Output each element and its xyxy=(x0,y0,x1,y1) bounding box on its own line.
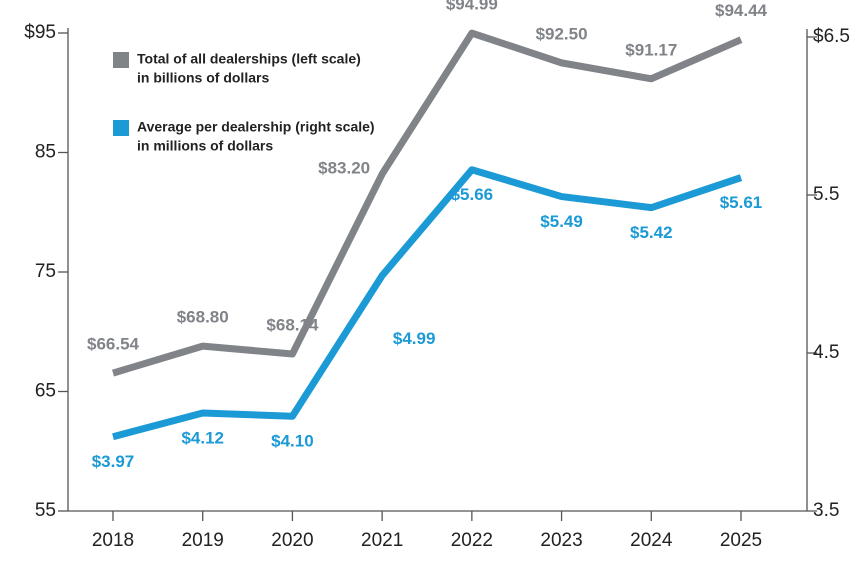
y-tick-label: 65 xyxy=(35,381,56,402)
y2-tick-label: 5.5 xyxy=(813,184,839,205)
value-label: $4.10 xyxy=(271,432,314,451)
y2-tick-label: $6.5 xyxy=(813,26,850,47)
x-tick-label: 2024 xyxy=(630,530,673,551)
legend-label: Total of all dealerships (left scale) xyxy=(137,51,361,67)
y2-tick-label: 3.5 xyxy=(813,500,839,521)
value-label: $66.54 xyxy=(87,335,140,354)
x-tick-label: 2021 xyxy=(361,530,403,551)
x-tick-label: 2022 xyxy=(451,530,493,551)
value-label: $4.99 xyxy=(393,329,436,348)
value-label: $3.97 xyxy=(92,452,135,471)
legend-label: Average per dealership (right scale) xyxy=(137,119,375,135)
x-tick-label: 2025 xyxy=(720,530,762,551)
value-label: $92.50 xyxy=(536,24,588,43)
y2-tick-label: 4.5 xyxy=(813,342,839,363)
legend-unit: in billions of dollars xyxy=(137,70,269,86)
value-label: $5.49 xyxy=(540,212,583,231)
x-tick-label: 2020 xyxy=(271,530,313,551)
value-label: $5.42 xyxy=(630,223,673,242)
x-tick-label: 2018 xyxy=(92,530,134,551)
value-label: $4.12 xyxy=(181,429,224,448)
x-tick-label: 2023 xyxy=(540,530,582,551)
legend-unit: in millions of dollars xyxy=(137,138,273,154)
legend-swatch xyxy=(113,120,129,136)
y-tick-label: 75 xyxy=(35,261,56,282)
value-label: $68.14 xyxy=(266,315,319,334)
value-label: $5.61 xyxy=(720,193,763,212)
y-tick-label: 55 xyxy=(35,500,56,521)
value-label: $94.99 xyxy=(446,0,498,14)
y-tick-label: $95 xyxy=(24,22,56,43)
legend-swatch xyxy=(113,52,129,68)
value-label: $91.17 xyxy=(625,40,677,59)
value-label: $68.80 xyxy=(177,308,229,327)
y-tick-label: 85 xyxy=(35,142,56,163)
value-label: $5.66 xyxy=(451,185,494,204)
value-label: $83.20 xyxy=(318,158,370,177)
line-series xyxy=(111,29,743,377)
value-label: $94.44 xyxy=(715,1,768,20)
x-tick-label: 2019 xyxy=(182,530,224,551)
line-series xyxy=(112,166,743,441)
